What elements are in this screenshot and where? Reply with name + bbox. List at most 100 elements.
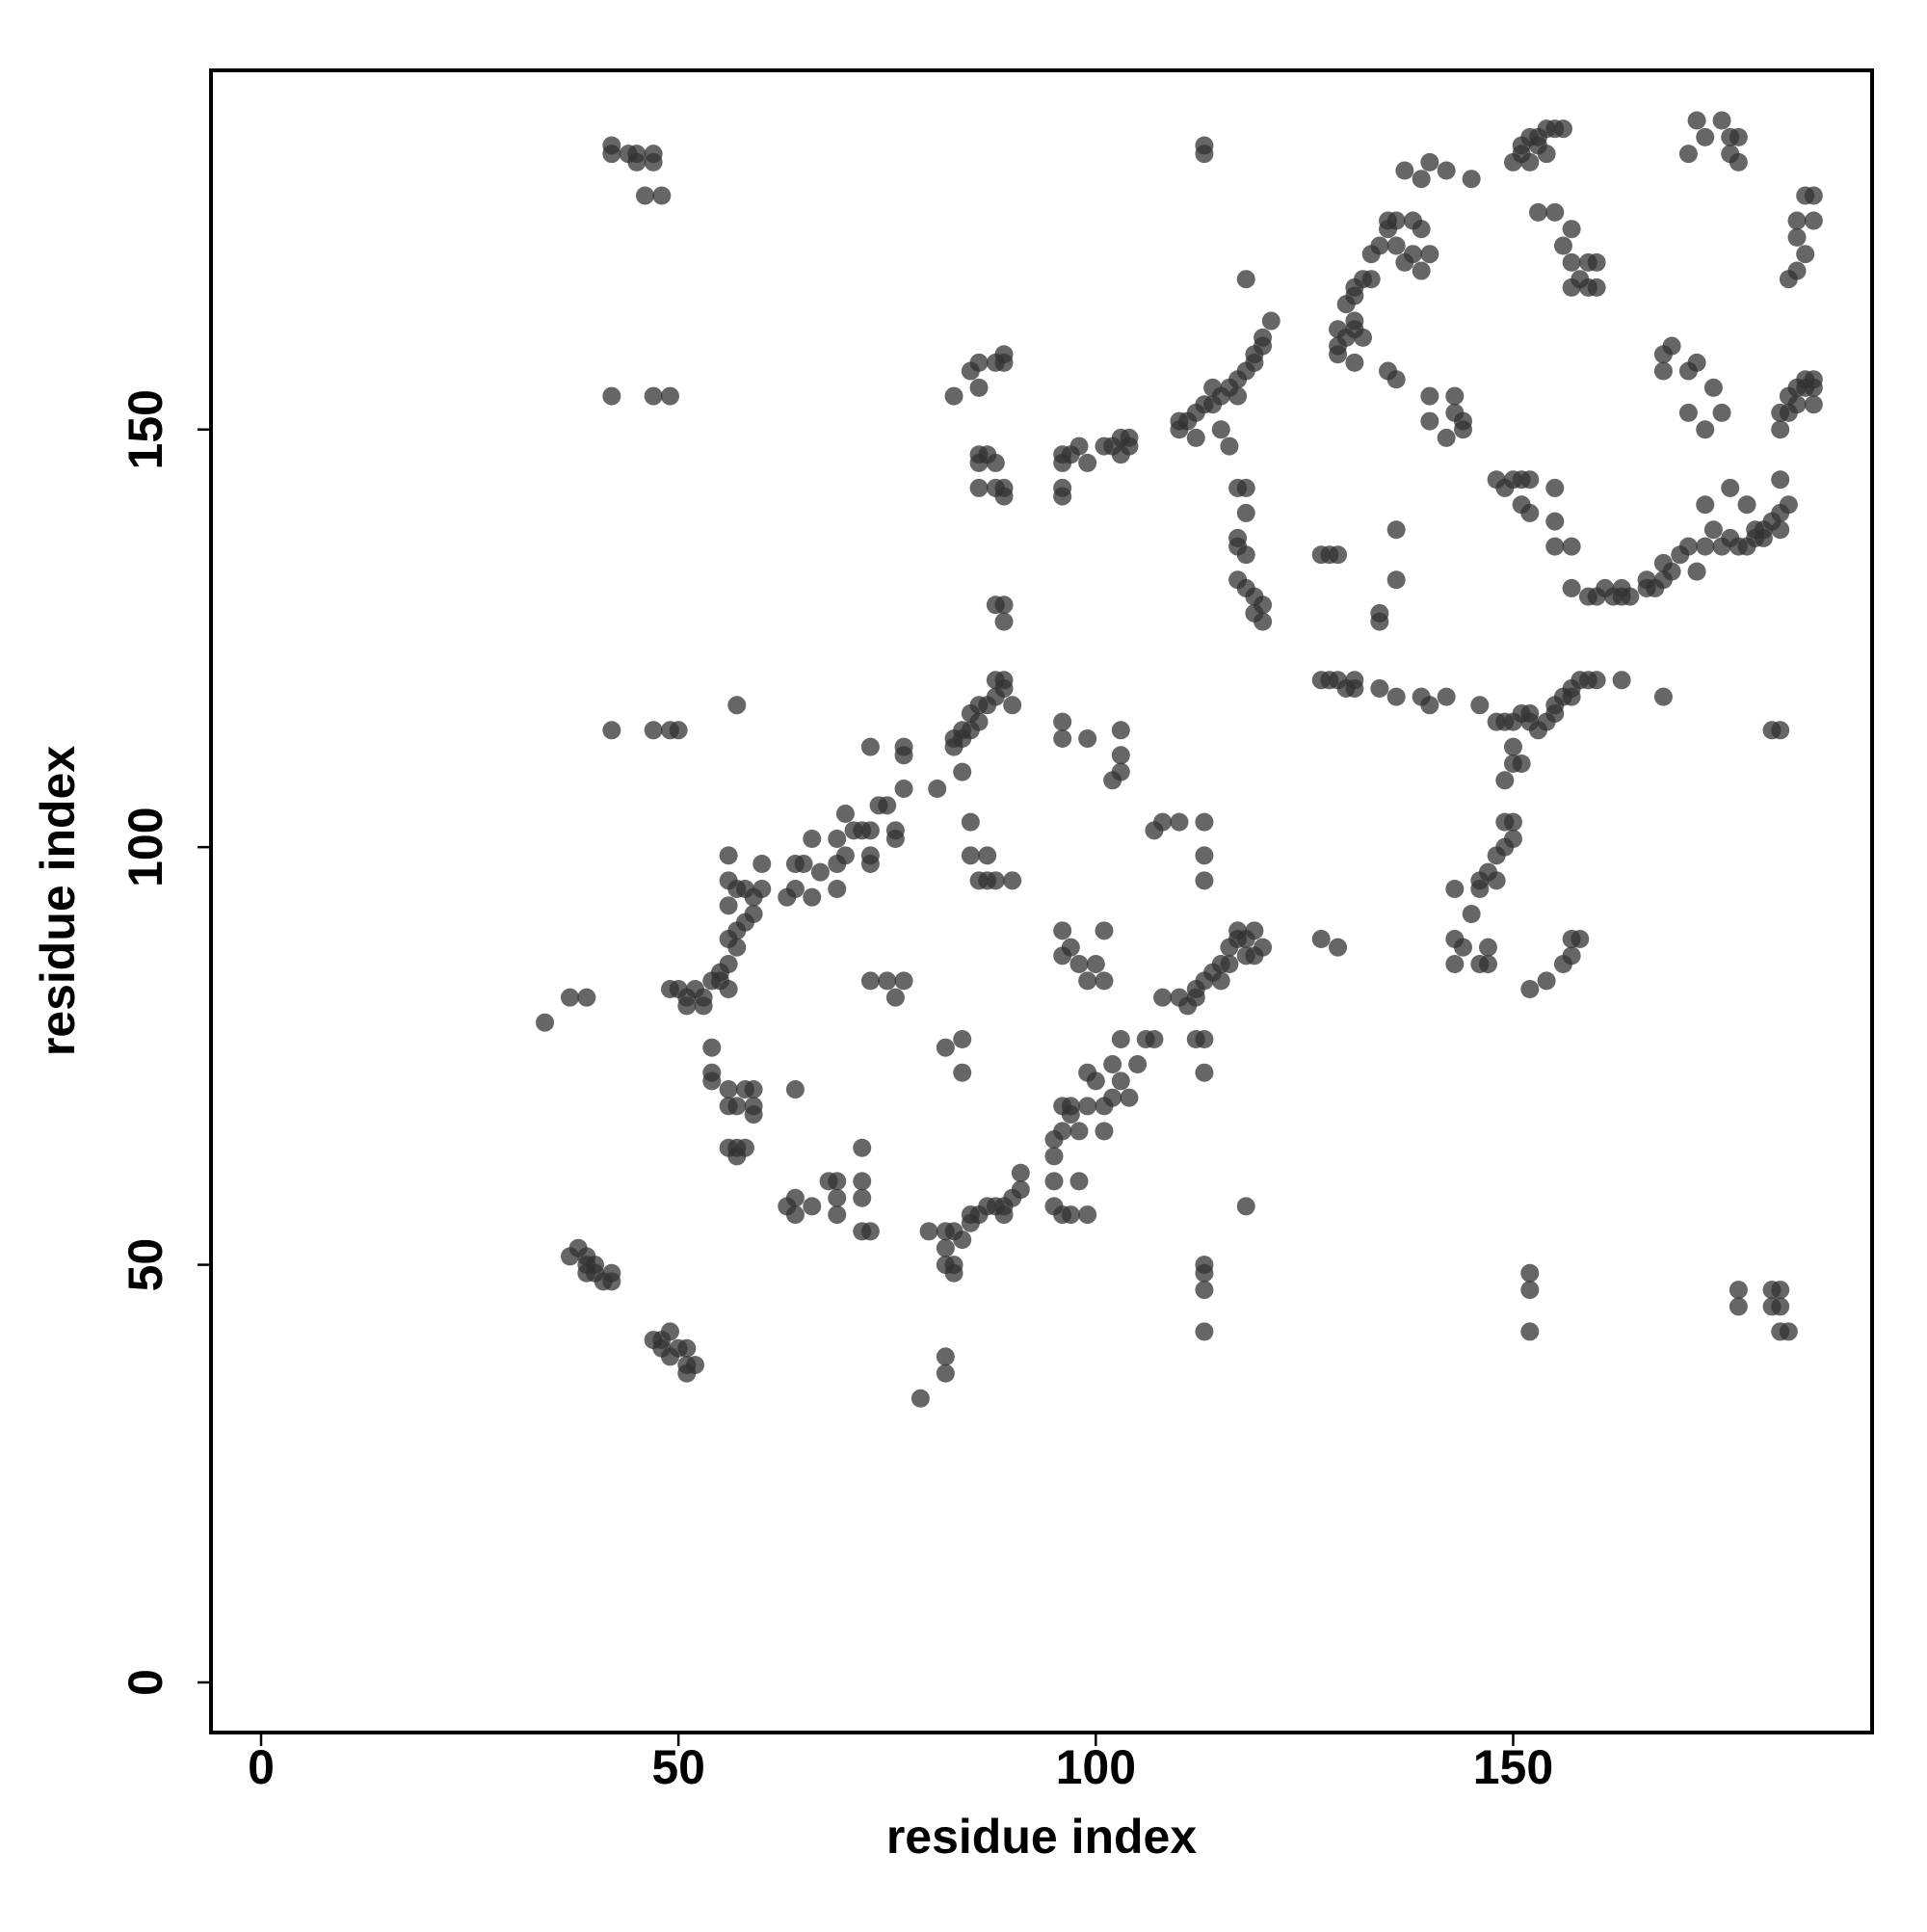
contact-point [785,1205,805,1225]
contact-point [1796,245,1815,264]
contact-point [1470,871,1490,890]
contact-point [1236,478,1255,497]
contact-point [986,871,1005,890]
contact-point [1086,955,1105,974]
contact-point [1779,1322,1798,1341]
contact-point [577,988,596,1007]
contact-point [1662,336,1681,356]
x-tick-label: 50 [651,1740,705,1794]
contact-point [986,671,1005,690]
contact-point [1696,495,1715,515]
contact-point [1562,220,1581,239]
contact-point [1520,1263,1540,1283]
contact-point [1503,737,1522,756]
contact-point [719,980,738,999]
contact-point [1069,955,1089,974]
contact-point [677,1363,697,1383]
contact-point [1061,938,1080,957]
contact-point [1386,520,1406,540]
contact-point [785,1188,805,1207]
contact-point [744,1080,763,1099]
contact-point [1587,278,1606,297]
contact-point [1787,395,1807,414]
contact-point [1195,846,1214,865]
contact-point [1069,1172,1089,1191]
contact-point [994,595,1014,615]
contact-point [1111,746,1130,765]
contact-point [635,186,654,205]
contact-point [1653,361,1673,381]
contact-point [1771,520,1790,540]
contact-point [1044,1147,1064,1166]
contact-point [1487,846,1506,865]
contact-point [1453,938,1472,957]
contact-point [919,1222,938,1241]
contact-point [1354,328,1373,347]
contact-point [1478,938,1497,957]
y-tick-label: 100 [119,807,172,887]
contact-point [602,1272,621,1291]
contact-point [1370,603,1389,622]
contact-point [1053,712,1072,731]
contact-point [1729,1281,1748,1300]
contact-point [828,1188,847,1207]
contact-point [860,971,880,991]
contact-point [1095,971,1114,991]
x-tick-label: 0 [248,1740,275,1794]
contact-point [1696,127,1715,146]
contact-point [1329,345,1348,364]
contact-point [1254,328,1273,347]
contact-point [1470,696,1490,715]
contact-point [602,721,621,740]
contact-point [1145,1030,1164,1049]
contact-point [1186,1030,1205,1049]
contact-point [752,879,772,898]
contact-point [1445,879,1465,898]
contact-point [1571,270,1590,289]
contact-point [1404,211,1423,230]
contact-point [1236,270,1255,289]
contact-point [885,988,905,1007]
contact-point [577,1263,596,1283]
contact-point [1520,152,1540,172]
contact-point [727,1097,747,1116]
contact-point [860,854,880,873]
contact-point [702,1063,722,1082]
contact-point [828,1205,847,1225]
contact-point [1245,921,1264,940]
contact-point [1545,478,1565,497]
contact-point [744,1105,763,1125]
contact-point [1729,152,1748,172]
contact-point [1061,1205,1080,1225]
contact-point [727,1147,747,1166]
contact-point [1195,1063,1214,1082]
contact-point [1111,1072,1130,1091]
contact-point [1737,495,1756,515]
contact-point [978,846,997,865]
contact-point [1211,420,1230,439]
contact-point [1678,537,1698,556]
contact-point [1311,930,1331,949]
x-tick-label: 150 [1473,1740,1553,1794]
contact-point [1345,286,1364,305]
contact-point [994,353,1014,372]
contact-point [953,1063,972,1082]
contact-point [1078,1205,1097,1225]
contact-point [853,1138,872,1157]
contact-point [1678,145,1698,164]
contact-point [785,879,805,898]
contact-point [1420,152,1439,172]
contact-point [1345,311,1364,331]
contact-point [1078,971,1097,991]
contact-point [1453,420,1472,439]
contact-point [1562,578,1581,597]
contact-point [1712,403,1731,422]
contact-point [660,1322,679,1341]
contact-point [1345,678,1364,698]
contact-point [1528,202,1547,222]
contact-point [1078,728,1097,748]
contact-point [1420,696,1439,715]
contact-point [828,879,847,898]
